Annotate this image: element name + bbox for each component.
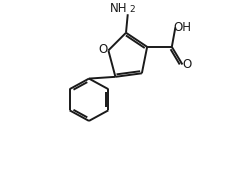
Text: O: O [182,58,192,71]
Text: NH: NH [109,2,127,15]
Text: OH: OH [173,21,191,34]
Text: O: O [99,43,108,56]
Text: 2: 2 [130,5,135,14]
